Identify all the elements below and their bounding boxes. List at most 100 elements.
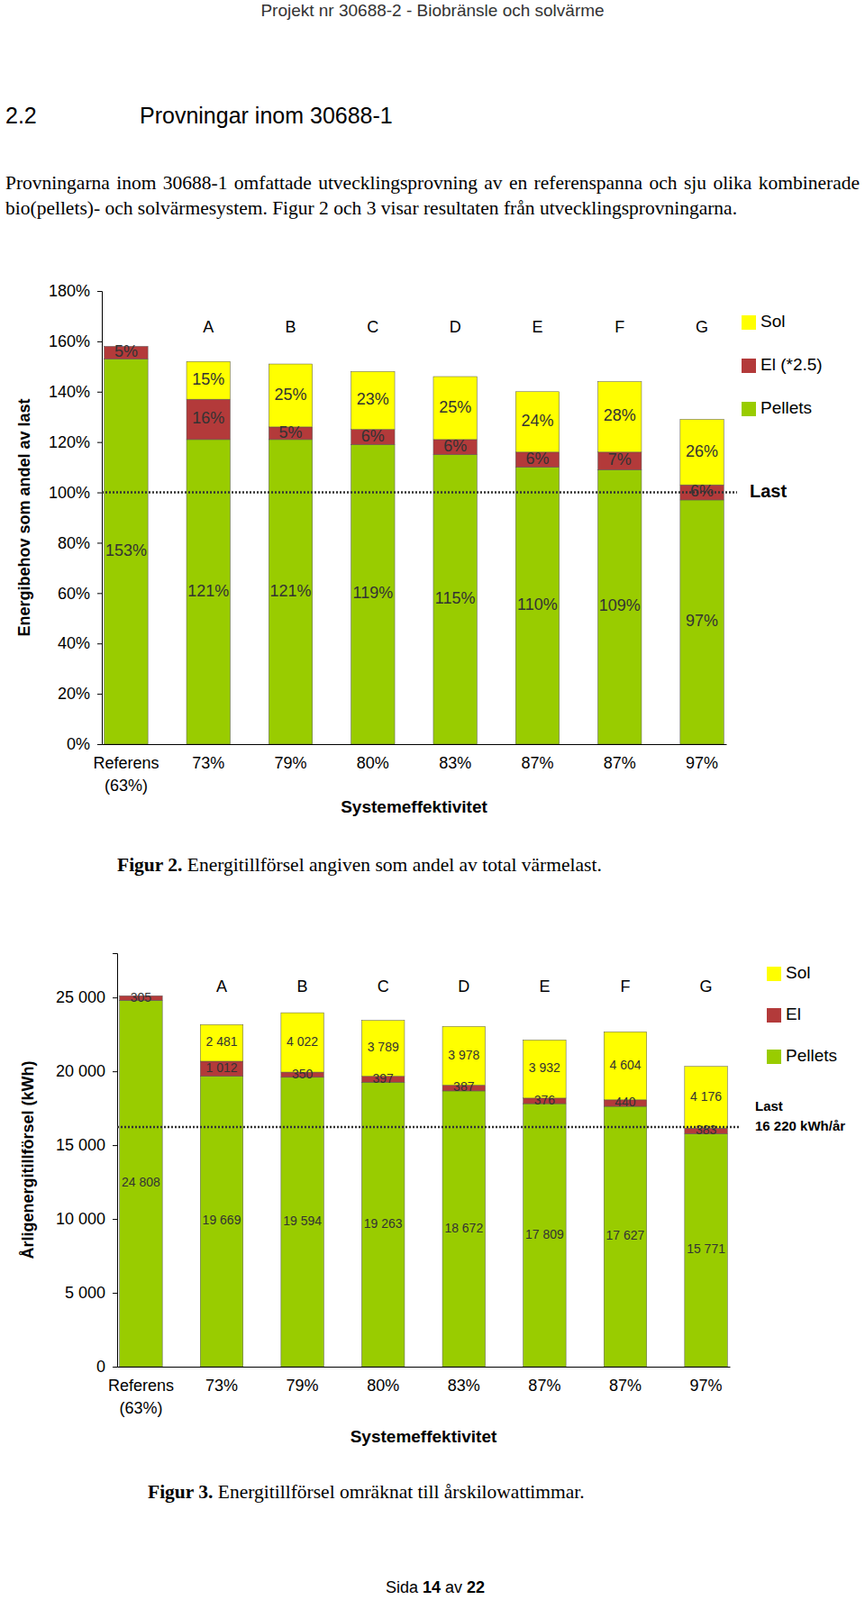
y-tick-mark [97, 542, 102, 544]
x-tick-label: 79% [274, 754, 308, 773]
y-tick: 60% [57, 584, 102, 603]
x-tick: 79% [274, 754, 308, 773]
y-tick: 140% [48, 382, 102, 401]
legend-label: El [785, 1004, 802, 1024]
x-tick: 80% [366, 1376, 400, 1395]
bar-segment [186, 439, 230, 745]
caption-label: Figur 3. [147, 1481, 213, 1503]
chart: 153%121%121%119%115%110%109%97%5%16%5%6%… [15, 282, 823, 876]
y-tick: 0 [96, 1357, 118, 1376]
data-label: 376 [534, 1092, 556, 1108]
bar-segment [598, 382, 642, 453]
y-tick: 120% [48, 433, 102, 452]
data-label: 6% [525, 449, 549, 468]
bar-segment [200, 1024, 243, 1062]
data-label: 383 [695, 1122, 718, 1138]
section-number: 2.2 [5, 101, 37, 129]
y-axis-line [97, 291, 103, 746]
data-label: 121% [187, 582, 229, 601]
data-label: 17 809 [525, 1227, 565, 1242]
bar-segment [515, 391, 559, 453]
data-label: 19 263 [364, 1216, 403, 1231]
bar-segment [680, 500, 724, 745]
x-tick: 87% [603, 754, 637, 773]
data-label: 397 [373, 1071, 395, 1086]
legend-swatch [766, 1049, 782, 1065]
data-label: 26% [685, 442, 719, 461]
y-tick-mark [112, 1292, 118, 1294]
caption-label: Figur 2. [117, 854, 183, 876]
x-tick-label-line: 83% [438, 754, 472, 773]
data-label: 17 627 [606, 1228, 646, 1243]
data-label: 24 808 [121, 1174, 161, 1190]
group-label: F [614, 318, 625, 337]
data-label: 5% [114, 342, 138, 361]
group-label: A [202, 318, 214, 337]
data-label: 305 [130, 990, 153, 1005]
y-tick-label: 5 000 [64, 1283, 106, 1303]
x-tick-label-line: 97% [685, 754, 719, 773]
y-tick-mark [97, 391, 102, 393]
group-labels: ABCDEFG [202, 318, 709, 337]
y-tick-label: 0 [96, 1357, 106, 1376]
group-label: C [366, 318, 379, 337]
legend-label: El (*2.5) [760, 355, 823, 374]
group-label: E [538, 977, 550, 996]
x-tick-label-line: 87% [528, 1376, 561, 1395]
bar-segment [442, 1091, 485, 1367]
data-label: 153% [105, 541, 147, 560]
legend-swatch [766, 966, 782, 982]
x-axis: Referens(63%)73%79%80%83%87%87%97% [92, 745, 727, 795]
bar-segment [268, 439, 312, 745]
legend-label: Pellets [785, 1046, 838, 1066]
x-tick-label: 80% [366, 1376, 400, 1395]
y-tick-label: 20 000 [55, 1062, 106, 1081]
x-tick-label-line: 80% [366, 1376, 400, 1395]
x-tick-label-line: 87% [609, 1376, 642, 1395]
legend: SolElPellets [766, 963, 838, 1066]
group-label: D [449, 318, 462, 337]
bar-segment [361, 1020, 404, 1077]
y-tick-mark [112, 1366, 118, 1368]
data-label: 3 932 [528, 1060, 561, 1075]
x-axis-line [118, 1366, 731, 1368]
y-axis-title: Årligenergitillförsel (kWh) [18, 1060, 37, 1259]
bar-segment [119, 1000, 163, 1367]
data-label: 15 771 [686, 1241, 726, 1257]
x-tick-label: 83% [438, 754, 472, 773]
x-axis-line [102, 744, 728, 746]
footer-part: av [440, 1578, 467, 1597]
bar-segment [268, 364, 312, 428]
data-label: 109% [599, 596, 641, 615]
y-tick-mark [97, 592, 102, 594]
x-tick: 73% [191, 754, 225, 773]
data-label: 19 669 [202, 1212, 242, 1228]
bar-segment [598, 469, 642, 745]
paragraph: Provningarna inom 30688-1 omfattade utve… [5, 171, 860, 221]
x-tick-label-line: (63%) [104, 776, 148, 795]
y-tick: 160% [48, 332, 102, 351]
reference-label: 16 220 kWh/år [755, 1118, 846, 1134]
chart: 24 80819 66919 59419 26318 67217 80917 6… [18, 954, 846, 1503]
x-tick-label: 97% [690, 1376, 723, 1395]
group-label: A [216, 977, 228, 996]
x-tick-label-line: 79% [286, 1376, 319, 1395]
footer-part: 22 [466, 1578, 485, 1597]
data-label: 7% [608, 450, 632, 469]
x-tick: 97% [685, 754, 719, 773]
data-label: 387 [453, 1079, 475, 1094]
bar-segment [186, 399, 230, 440]
x-tick: 73% [205, 1376, 238, 1395]
y-tick: 180% [48, 282, 102, 301]
x-tick-label-line: 87% [603, 754, 637, 773]
x-axis-title: Systemeffektivitet [350, 1427, 498, 1447]
x-tick-label: 79% [286, 1376, 319, 1395]
x-tick: Referens(63%) [108, 1376, 174, 1418]
x-tick-label-line: Referens [92, 754, 159, 773]
y-tick-mark [112, 1071, 118, 1073]
y-tick-label: 80% [57, 534, 91, 553]
footer: Sida 14 av 22 [0, 1576, 865, 1599]
y-tick: 0% [66, 735, 102, 754]
bar-segment [351, 444, 395, 745]
x-tick: 87% [520, 754, 554, 773]
